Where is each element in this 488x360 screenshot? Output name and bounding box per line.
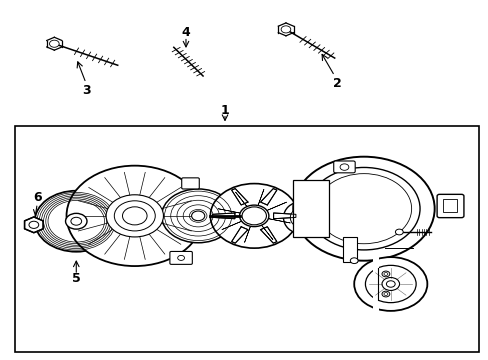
FancyBboxPatch shape bbox=[436, 194, 463, 218]
Circle shape bbox=[281, 26, 290, 33]
Circle shape bbox=[239, 205, 268, 226]
Polygon shape bbox=[293, 180, 328, 237]
Polygon shape bbox=[231, 189, 247, 205]
Bar bbox=[15, 126, 478, 352]
Circle shape bbox=[210, 184, 298, 248]
Circle shape bbox=[122, 207, 147, 225]
FancyBboxPatch shape bbox=[333, 161, 354, 173]
Text: 5: 5 bbox=[72, 272, 81, 285]
Circle shape bbox=[114, 201, 155, 231]
Circle shape bbox=[66, 166, 203, 266]
Circle shape bbox=[383, 293, 387, 296]
Polygon shape bbox=[260, 227, 276, 243]
Circle shape bbox=[381, 291, 389, 297]
Circle shape bbox=[386, 281, 394, 287]
Circle shape bbox=[65, 213, 87, 229]
Ellipse shape bbox=[290, 208, 310, 227]
FancyBboxPatch shape bbox=[182, 178, 199, 189]
Circle shape bbox=[353, 257, 427, 311]
Text: 4: 4 bbox=[181, 27, 190, 40]
Text: 1: 1 bbox=[220, 104, 229, 117]
Polygon shape bbox=[231, 227, 247, 243]
Circle shape bbox=[177, 255, 184, 260]
Circle shape bbox=[161, 189, 234, 243]
Circle shape bbox=[242, 207, 266, 225]
Circle shape bbox=[349, 258, 357, 264]
Circle shape bbox=[381, 271, 389, 277]
Circle shape bbox=[383, 273, 387, 275]
Ellipse shape bbox=[283, 202, 317, 233]
Text: 6: 6 bbox=[33, 192, 41, 204]
Bar bbox=[443, 199, 456, 212]
Polygon shape bbox=[260, 189, 276, 205]
Polygon shape bbox=[24, 217, 43, 233]
Circle shape bbox=[29, 221, 39, 228]
Circle shape bbox=[293, 157, 434, 261]
Polygon shape bbox=[212, 213, 234, 219]
Text: 2: 2 bbox=[332, 77, 341, 90]
Bar bbox=[372, 257, 378, 311]
FancyBboxPatch shape bbox=[169, 251, 192, 264]
Circle shape bbox=[365, 265, 415, 303]
Polygon shape bbox=[342, 237, 356, 262]
Circle shape bbox=[339, 164, 348, 170]
Text: 3: 3 bbox=[81, 84, 90, 97]
Circle shape bbox=[49, 40, 59, 47]
Circle shape bbox=[71, 217, 81, 225]
Polygon shape bbox=[273, 213, 295, 219]
Circle shape bbox=[381, 278, 399, 291]
Circle shape bbox=[395, 229, 403, 235]
Circle shape bbox=[191, 211, 204, 221]
Circle shape bbox=[106, 195, 163, 237]
Circle shape bbox=[35, 191, 118, 252]
